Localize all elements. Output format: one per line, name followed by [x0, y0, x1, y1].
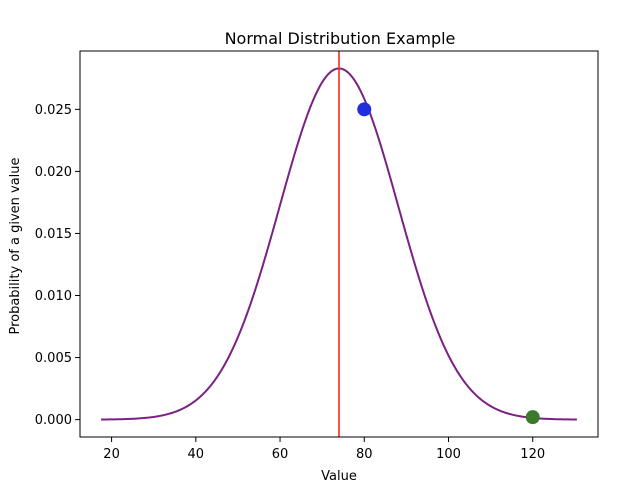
x-tick-label-120: 120: [520, 447, 545, 462]
x-tick-label-40: 40: [188, 447, 205, 462]
chart-title: Normal Distribution Example: [225, 29, 456, 48]
y-axis-label: Probability of a given value: [8, 157, 23, 334]
x-tick-label-80: 80: [356, 447, 373, 462]
plot-layer: 20 40 60 80 100 120 0.000 0.005 0.010 0.015 0.020 0…: [35, 50, 599, 462]
data-point-0: [357, 102, 372, 117]
y-tick-label-0.015: 0.015: [35, 227, 72, 242]
y-tick-label-0.005: 0.005: [35, 351, 72, 366]
y-tick-label-0.025: 0.025: [35, 103, 72, 118]
y-tick-label-0.020: 0.020: [35, 165, 72, 180]
data-point-1: [525, 410, 540, 425]
axes-frame: [79, 50, 599, 438]
y-tick-label-0.010: 0.010: [35, 289, 72, 304]
x-axis-label: Value: [321, 469, 357, 484]
x-tick-label-60: 60: [272, 447, 289, 462]
x-tick-label-20: 20: [103, 447, 120, 462]
x-tick-label-100: 100: [436, 447, 461, 462]
y-tick-label-0.000: 0.000: [35, 413, 72, 428]
